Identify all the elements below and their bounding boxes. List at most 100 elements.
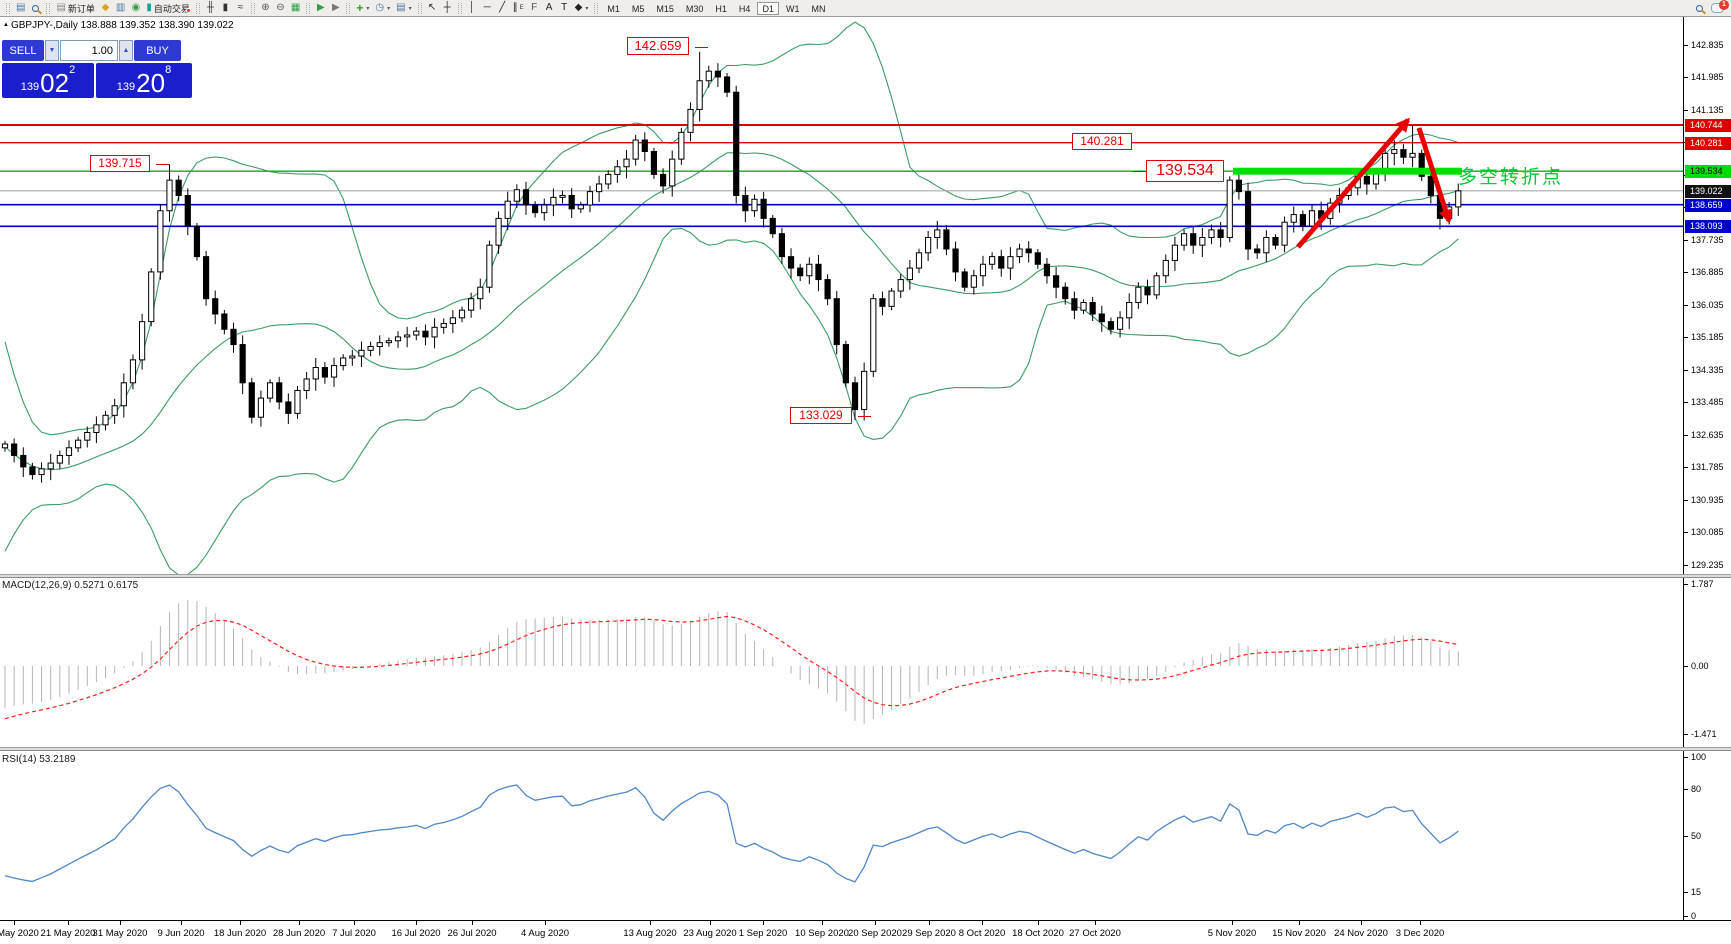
scale-tick bbox=[1684, 240, 1688, 241]
date-tick bbox=[1299, 921, 1300, 925]
candle-body bbox=[376, 342, 383, 347]
trendline-button[interactable]: ╱ bbox=[495, 1, 510, 15]
new-chart-button[interactable]: ▤ bbox=[13, 1, 28, 15]
cursor-button[interactable]: ↖ bbox=[425, 1, 440, 15]
date-label: 21 May 2020 bbox=[40, 928, 96, 939]
indicators-button[interactable]: + ▾ bbox=[353, 1, 372, 15]
bar-chart-button[interactable]: ╫ bbox=[203, 1, 218, 15]
buy-price-box[interactable]: 139 20 8 bbox=[96, 63, 192, 98]
templates-button[interactable]: ▤ ▾ bbox=[393, 1, 414, 15]
wallet-icon: ◆ bbox=[101, 2, 110, 13]
price-callout-139.534[interactable]: 139.534 bbox=[1146, 160, 1224, 182]
candle-body bbox=[623, 158, 630, 168]
pane-splitter-macd[interactable] bbox=[0, 574, 1731, 578]
tile-windows-button[interactable]: ▦ bbox=[288, 1, 303, 15]
auto-scroll-button[interactable]: ▶ bbox=[313, 1, 328, 15]
buy-price-main: 20 bbox=[136, 68, 166, 98]
sell-button[interactable]: SELL bbox=[2, 40, 44, 61]
contacts-button[interactable]: ▥ bbox=[113, 1, 128, 15]
timeframe-h1-button[interactable]: H1 bbox=[715, 3, 727, 14]
text-button[interactable]: A bbox=[542, 1, 557, 15]
text-label-button[interactable]: T bbox=[557, 1, 572, 15]
timeframe-m1-button[interactable]: M1 bbox=[607, 3, 620, 14]
signal-icon: ◉ bbox=[131, 2, 141, 13]
candle-body bbox=[1244, 191, 1252, 250]
price-callout-133.029[interactable]: 133.029 bbox=[790, 407, 852, 424]
toolbar-drag-handle[interactable] bbox=[195, 2, 200, 14]
main-price-chart[interactable] bbox=[0, 17, 1683, 574]
support-zone-segment[interactable] bbox=[1233, 167, 1462, 175]
trend-arrow-up[interactable] bbox=[1296, 117, 1410, 249]
periods-clock-button[interactable]: ◷ ▾ bbox=[372, 1, 393, 15]
date-label: 13 Aug 2020 bbox=[623, 928, 677, 939]
timeframe-m30-button[interactable]: M30 bbox=[685, 3, 704, 14]
price-callout-142.659[interactable]: 142.659 bbox=[627, 37, 689, 56]
zoom-out-button[interactable]: ⊖ bbox=[273, 1, 288, 15]
candlestick-chart-button[interactable]: ▮ bbox=[218, 1, 233, 15]
date-tick bbox=[416, 921, 417, 925]
signal-button[interactable]: ◉ bbox=[128, 1, 143, 15]
pane-splitter-rsi[interactable] bbox=[0, 747, 1731, 751]
date-tick bbox=[68, 921, 69, 925]
crosshair-button[interactable]: ┼ bbox=[440, 1, 455, 15]
toolbar-drag-handle[interactable] bbox=[46, 2, 51, 14]
toolbar-drag-handle[interactable] bbox=[346, 2, 351, 14]
scale-tick-label: 15 bbox=[1691, 887, 1702, 897]
candle-body bbox=[1016, 248, 1023, 258]
autotrading-button[interactable]: ▮ 自动交易 bbox=[143, 1, 193, 15]
candlestick-chart-icon: ▮ bbox=[222, 2, 229, 13]
macd-signal-line bbox=[4, 615, 1459, 720]
timeframe-m15-button[interactable]: M15 bbox=[656, 3, 674, 14]
candle-body bbox=[970, 275, 977, 288]
zoom-in-button[interactable]: ⊕ bbox=[258, 1, 273, 15]
toolbar-drag-handle[interactable] bbox=[457, 2, 462, 14]
toolbar-drag-handle[interactable] bbox=[594, 2, 599, 14]
price-scale[interactable]: 142.835141.985141.135140.285139.435138.5… bbox=[1683, 17, 1731, 921]
trend-arrow-down[interactable] bbox=[1416, 127, 1453, 224]
volume-input[interactable]: 1.00 bbox=[60, 40, 118, 61]
wallet-button[interactable]: ◆ bbox=[98, 1, 113, 15]
candle-body bbox=[714, 70, 722, 78]
candle-body bbox=[1235, 179, 1243, 193]
candle-body bbox=[961, 271, 968, 288]
line-chart-button[interactable]: ≈ bbox=[233, 1, 248, 15]
candle-body bbox=[1071, 298, 1078, 311]
toolbar-drag-handle[interactable] bbox=[417, 2, 422, 14]
price-callout-139.715[interactable]: 139.715 bbox=[90, 155, 150, 172]
date-label: 26 Jul 2020 bbox=[447, 928, 497, 939]
timeframe-d1-button[interactable]: D1 bbox=[757, 1, 779, 15]
toolbar-drag-handle[interactable] bbox=[306, 2, 311, 14]
chart-shift-button[interactable]: ▶ bbox=[328, 1, 343, 15]
vertical-line-button[interactable]: │ bbox=[465, 1, 480, 15]
market-watch-search-button[interactable] bbox=[28, 1, 43, 15]
sell-price-box[interactable]: 139 02 2 bbox=[2, 63, 94, 98]
text-label-icon: T bbox=[561, 2, 568, 13]
candle-body bbox=[1135, 286, 1142, 304]
buy-button[interactable]: BUY bbox=[134, 40, 181, 61]
timeframe-mn-button[interactable]: MN bbox=[811, 3, 826, 14]
fibonacci-button[interactable]: F bbox=[527, 1, 542, 15]
volume-increase-button[interactable]: ▲ bbox=[119, 40, 133, 61]
candle-body bbox=[733, 91, 740, 196]
candle-body bbox=[605, 173, 612, 185]
candle-body bbox=[906, 267, 913, 281]
horizontal-line-button[interactable]: ─ bbox=[480, 1, 495, 15]
timeframe-h4-button[interactable]: H4 bbox=[738, 3, 751, 14]
toolbar-drag-handle[interactable] bbox=[250, 2, 255, 14]
search-icon[interactable] bbox=[1696, 4, 1703, 12]
chevron-down-icon: ▾ bbox=[585, 5, 589, 12]
timeframe-w1-button[interactable]: W1 bbox=[785, 3, 800, 14]
rsi-indicator-pane[interactable] bbox=[0, 752, 1683, 920]
timeframe-m5-button[interactable]: M5 bbox=[631, 3, 645, 14]
volume-decrease-button[interactable]: ▼ bbox=[45, 40, 59, 61]
price-callout-140.281[interactable]: 140.281 bbox=[1072, 133, 1132, 150]
macd-indicator-pane[interactable] bbox=[0, 579, 1683, 747]
chat-icon[interactable]: 1 bbox=[1711, 0, 1729, 13]
macd-label: MACD(12,26,9) 0.5271 0.6175 bbox=[2, 580, 139, 591]
equidistant-channel-button[interactable]: ∥ E bbox=[510, 1, 527, 15]
toolbar-drag-handle[interactable] bbox=[6, 2, 10, 14]
arrows-button[interactable]: ◆ ▾ bbox=[572, 1, 592, 15]
candle-body bbox=[669, 158, 676, 187]
new-order-button[interactable]: ▤ 新订单 bbox=[53, 1, 97, 15]
